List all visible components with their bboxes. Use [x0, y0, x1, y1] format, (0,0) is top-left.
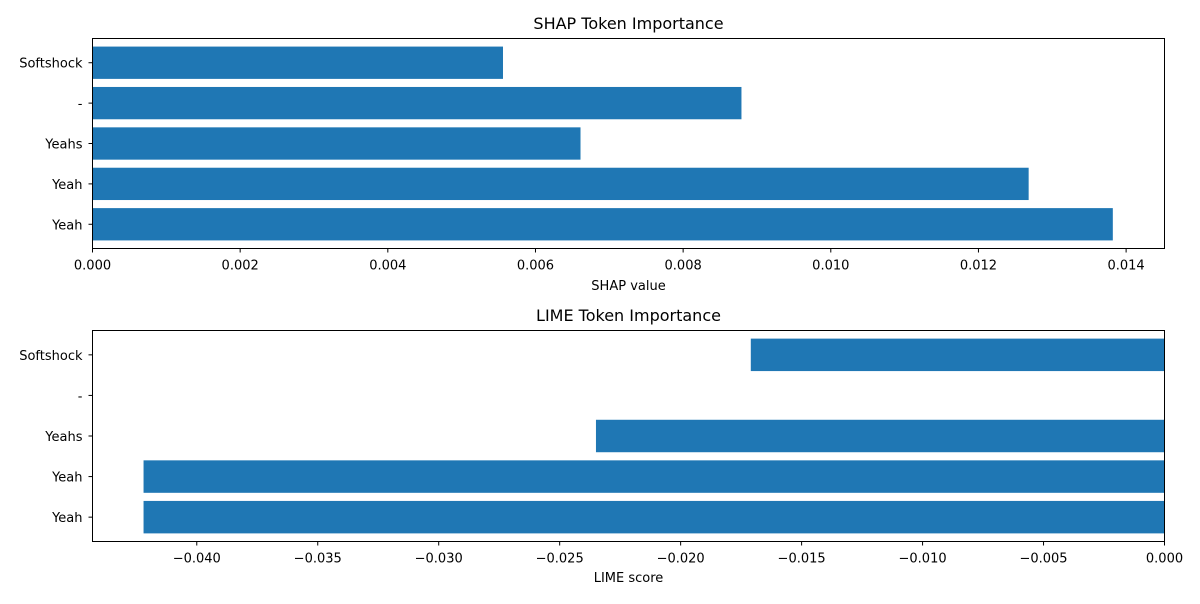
shap-y-axis: Yeah Yeah Yeahs - Softshock — [19, 57, 93, 233]
lime-x-tick-label: 0.000 — [1146, 552, 1183, 567]
shap-y-tick-label: Yeah — [51, 178, 82, 193]
lime-x-axis: −0.040 −0.035 −0.030 −0.025 −0.020 −0.015 −0.0… — [173, 541, 1183, 567]
lime-x-tick-label: −0.010 — [899, 552, 947, 567]
shap-x-tick-label: 0.000 — [74, 259, 111, 274]
shap-bars — [92, 46, 1113, 241]
shap-x-tick-label: 0.004 — [369, 259, 406, 274]
shap-y-tick-label: - — [78, 97, 83, 112]
shap-panel: SHAP Token Importance Yeah Yeah Yeahs - Soft… — [19, 14, 1165, 294]
shap-bar — [92, 46, 503, 79]
lime-plot-frame — [92, 330, 1165, 542]
lime-x-tick-label: −0.035 — [294, 552, 342, 567]
lime-bar — [143, 500, 1165, 534]
shap-bar — [92, 208, 1113, 241]
shap-x-axis: 0.000 0.002 0.004 0.006 0.008 0.010 0.012 0.014 — [74, 248, 1145, 274]
lime-chart-title: LIME Token Importance — [536, 306, 721, 325]
lime-y-tick-label: Yeahs — [44, 430, 82, 445]
lime-bar — [143, 460, 1165, 493]
shap-x-tick-label: 0.014 — [1107, 259, 1144, 274]
lime-x-tick-label: −0.025 — [536, 552, 584, 567]
shap-x-tick-label: 0.006 — [517, 259, 554, 274]
lime-panel: LIME Token Importance Yeah Yeah Yeahs - Soft… — [19, 306, 1183, 586]
shap-x-tick-label: 0.002 — [222, 259, 259, 274]
lime-y-axis: Yeah Yeah Yeahs - Softshock — [19, 349, 93, 526]
lime-bar — [750, 338, 1165, 372]
shap-plot-frame — [92, 38, 1165, 249]
shap-x-axis-title: SHAP value — [591, 279, 665, 294]
shap-x-tick-label: 0.008 — [665, 259, 702, 274]
lime-y-tick-label: Yeah — [51, 511, 82, 526]
lime-x-axis-title: LIME score — [594, 571, 664, 586]
lime-y-tick-label: Yeah — [51, 471, 82, 486]
lime-x-tick-label: −0.005 — [1019, 552, 1067, 567]
lime-y-tick-label: Softshock — [19, 349, 83, 364]
lime-bar — [595, 419, 1165, 453]
shap-y-tick-label: Yeahs — [44, 138, 82, 153]
lime-x-tick-label: −0.015 — [778, 552, 826, 567]
shap-y-tick-label: Yeah — [51, 218, 82, 233]
shap-bar — [92, 86, 742, 120]
lime-y-tick-label: - — [78, 389, 83, 404]
shap-y-tick-label: Softshock — [19, 57, 83, 72]
lime-x-tick-label: −0.020 — [657, 552, 705, 567]
lime-x-tick-label: −0.040 — [173, 552, 221, 567]
lime-x-tick-label: −0.030 — [415, 552, 463, 567]
shap-bar — [92, 127, 581, 160]
lime-bars — [143, 338, 1165, 534]
shap-chart-title: SHAP Token Importance — [533, 14, 723, 33]
shap-x-tick-label: 0.012 — [960, 259, 997, 274]
shap-bar — [92, 167, 1029, 201]
shap-x-tick-label: 0.010 — [812, 259, 849, 274]
